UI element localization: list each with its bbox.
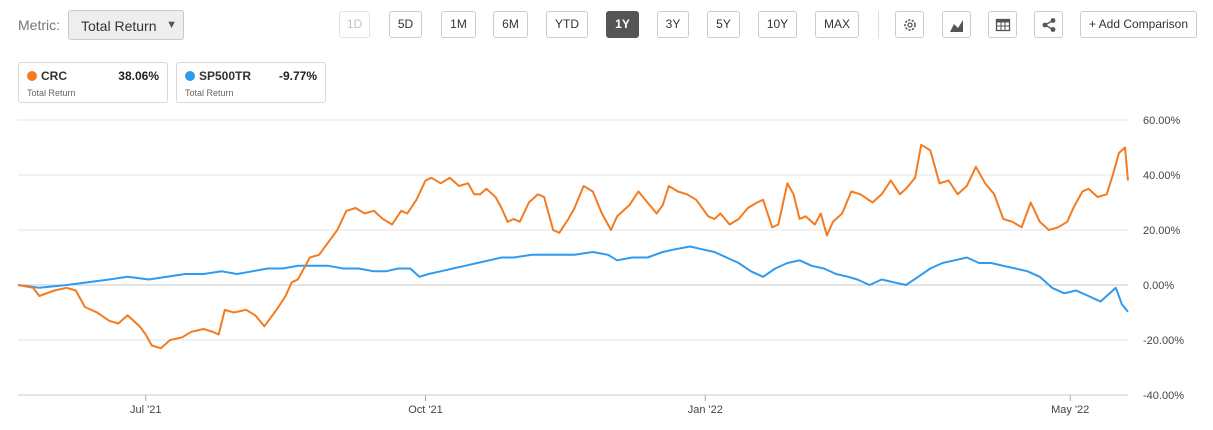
legend-card-crc[interactable]: CRC 38.06% Total Return (18, 62, 168, 103)
period-5d-button[interactable]: 5D (389, 11, 422, 38)
period-ytd-button[interactable]: YTD (546, 11, 588, 38)
area-chart-icon (950, 20, 963, 32)
y-tick-label: 60.00% (1143, 115, 1181, 127)
share-button[interactable] (1034, 11, 1063, 38)
add-comparison-button[interactable]: + Add Comparison (1080, 11, 1197, 38)
legend-metric: Total Return (27, 88, 76, 98)
period-1d-button[interactable]: 1D (339, 11, 370, 38)
period-5y-button[interactable]: 5Y (707, 11, 740, 38)
total-return-chart: 60.00% 40.00% 20.00% 0.00% -20.00% -40.00% Jul… (17, 115, 1184, 416)
table-icon (995, 18, 1011, 32)
x-tick-label: May '22 (1051, 404, 1089, 416)
metric-label: Metric: (18, 17, 60, 33)
period-6m-button[interactable]: 6M (493, 11, 528, 38)
period-1y-button[interactable]: 1Y (606, 11, 639, 38)
y-tick-label: -40.00% (1143, 390, 1184, 402)
legend-value: 38.06% (118, 69, 159, 83)
x-tick-label: Jan '22 (688, 404, 723, 416)
x-tick-label: Jul '21 (130, 404, 161, 416)
series-line-sp500tr (17, 245, 1129, 313)
series-color-dot (27, 71, 37, 81)
legend-value: -9.77% (278, 69, 317, 83)
chart-toolbar: Metric: Total Return ▼ 1D 5D 1M 6M YTD 1… (0, 0, 1213, 52)
y-tick-label: 0.00% (1143, 280, 1174, 292)
chart-type-button[interactable] (942, 11, 971, 38)
metric-select-value: Total Return (81, 18, 157, 34)
period-10y-button[interactable]: 10Y (758, 11, 797, 38)
share-icon (1042, 18, 1056, 32)
legend-ticker: SP500TR (199, 69, 252, 83)
y-tick-label: 40.00% (1143, 170, 1181, 182)
x-tick-label: Oct '21 (408, 404, 443, 416)
series-line-crc (17, 143, 1129, 350)
legend-ticker: CRC (41, 69, 67, 83)
period-1m-button[interactable]: 1M (441, 11, 476, 38)
legend-card-sp500tr[interactable]: SP500TR -9.77% Total Return (176, 62, 326, 103)
gear-icon (904, 19, 916, 31)
metric-select[interactable]: Total Return ▼ (68, 10, 184, 40)
y-tick-label: 20.00% (1143, 225, 1181, 237)
settings-button[interactable] (895, 11, 924, 38)
period-max-button[interactable]: MAX (815, 11, 859, 38)
y-tick-label: -20.00% (1143, 335, 1184, 347)
legend-metric: Total Return (185, 88, 234, 98)
period-3y-button[interactable]: 3Y (657, 11, 689, 38)
chevron-down-icon: ▼ (166, 19, 177, 31)
table-view-button[interactable] (988, 11, 1017, 38)
series-color-dot (185, 71, 195, 81)
toolbar-divider (878, 11, 879, 39)
